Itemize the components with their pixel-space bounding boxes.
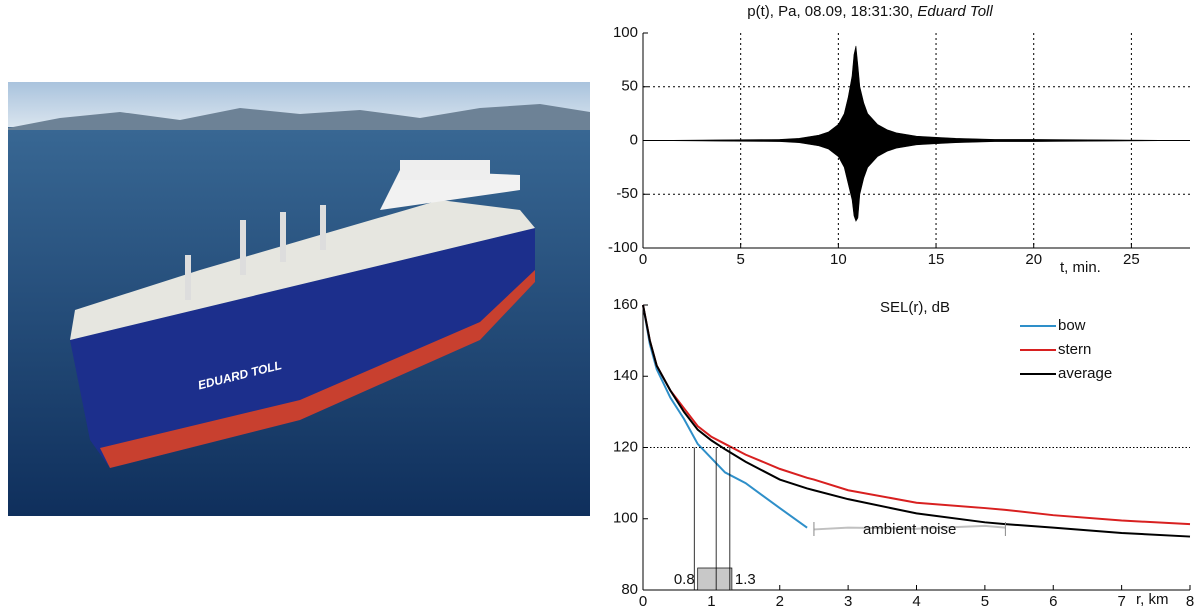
y-tick-label: 50 [621, 78, 638, 95]
x-axis-label: t, min. [1060, 259, 1101, 276]
signal-envelope [643, 141, 1190, 222]
x-tick-label: 7 [1117, 593, 1125, 609]
signal-envelope [643, 46, 1190, 141]
y-tick-label: 80 [621, 581, 638, 598]
y-tick-label: 0 [630, 131, 638, 148]
x-tick-label: 15 [928, 251, 945, 268]
x-tick-label: 0 [639, 593, 647, 609]
x-tick-label: 3 [844, 593, 852, 609]
chart-title: p(t), Pa, 08.09, 18:31:30, Eduard Toll [747, 3, 993, 20]
x-tick-label: 1 [707, 593, 715, 609]
range-label: 0.8 [674, 571, 695, 588]
x-tick-label: 5 [737, 251, 745, 268]
x-tick-label: 4 [912, 593, 920, 609]
x-tick-label: 25 [1123, 251, 1140, 268]
y-tick-label: -100 [608, 239, 638, 256]
figure: EDUARD TOLL p(t), Pa, 08.09, 18:31:30, E… [0, 0, 1202, 609]
legend-label: stern [1058, 341, 1091, 358]
x-tick-label: 5 [981, 593, 989, 609]
noise-label: ambient noise [863, 521, 956, 538]
sel-line [643, 305, 807, 528]
x-tick-label: 0 [639, 251, 647, 268]
range-box [698, 568, 732, 590]
range-label: 1.3 [735, 571, 756, 588]
title-vessel: Eduard Toll [917, 3, 993, 20]
y-tick-label: 120 [613, 438, 638, 455]
x-tick-label: 20 [1025, 251, 1042, 268]
chart-title: SEL(r), dB [880, 299, 950, 316]
x-axis-label: r, km [1136, 591, 1169, 608]
ship-photo: EDUARD TOLL [8, 82, 590, 516]
y-tick-label: 100 [613, 510, 638, 527]
legend-label: average [1058, 365, 1112, 382]
y-tick-label: 160 [613, 296, 638, 313]
x-tick-label: 10 [830, 251, 847, 268]
sel-line [643, 305, 1190, 524]
legend-label: bow [1058, 317, 1086, 334]
x-tick-label: 8 [1186, 593, 1194, 609]
y-tick-label: -50 [616, 185, 638, 202]
x-tick-label: 6 [1049, 593, 1057, 609]
y-tick-label: 100 [613, 24, 638, 41]
x-tick-label: 2 [776, 593, 784, 609]
y-tick-label: 140 [613, 367, 638, 384]
title-text: p(t), Pa, 08.09, 18:31:30, [747, 3, 913, 20]
